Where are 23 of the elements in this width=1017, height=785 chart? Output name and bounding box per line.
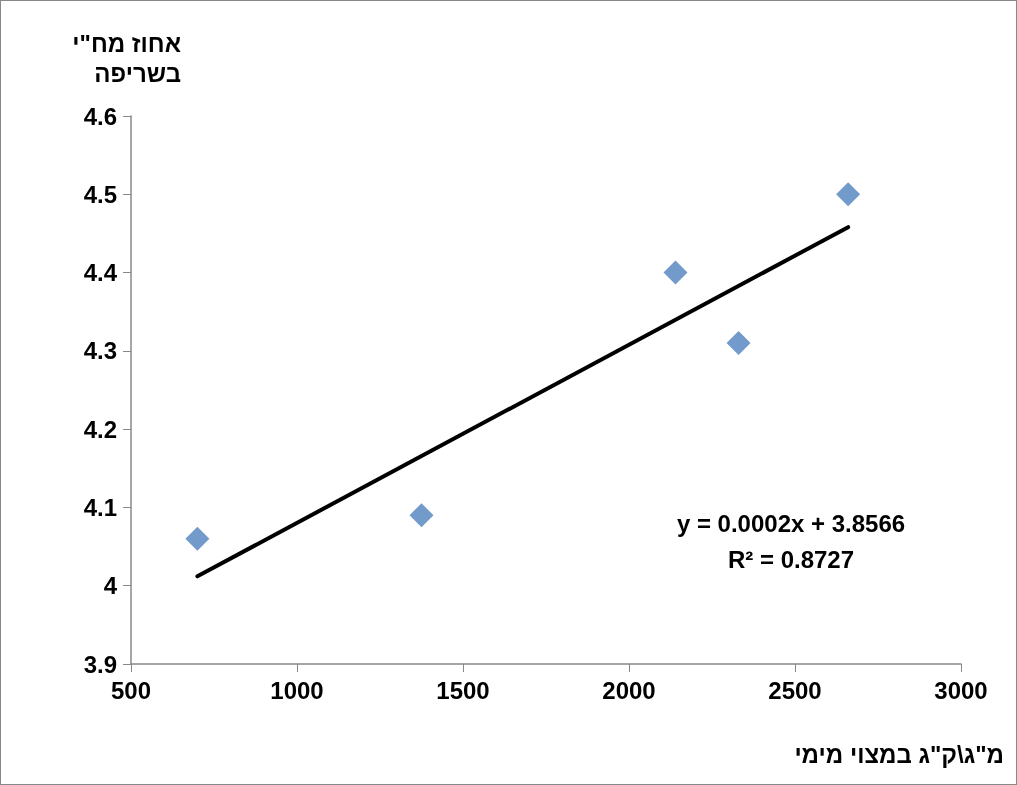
annotation: R² = 0.8727: [726, 545, 856, 575]
y-tick-label: 4.1: [83, 493, 117, 521]
point: [185, 526, 210, 551]
point: [409, 503, 434, 528]
y-tick-label: 4.3: [83, 337, 117, 365]
y-tick-label: 4.4: [83, 259, 118, 287]
x-tick-label: 3000: [934, 676, 988, 704]
y-tick-label: 4.2: [83, 415, 117, 443]
y-tick-label: 4.5: [83, 180, 117, 208]
point: [663, 260, 688, 285]
point: [726, 331, 751, 356]
y-tick-label: 4.6: [83, 102, 117, 130]
y-tick-label: 3.9: [83, 650, 117, 678]
x-tick-label: 2500: [768, 676, 822, 704]
x-tick-label: 1000: [270, 676, 324, 704]
x-tick-label: 500: [110, 676, 152, 704]
x-axis-title: מ"ג\ק"ג במצוי מימי: [794, 741, 1004, 769]
annotation: y = 0.0002x + 3.8566: [675, 509, 907, 539]
y-axis-title: אחוז מח"י בשריפה: [71, 29, 181, 89]
x-tick-label: 1500: [436, 676, 490, 704]
point: [836, 182, 861, 207]
y-tick-label: 4: [103, 572, 118, 600]
x-tick-label: 2000: [602, 676, 656, 704]
